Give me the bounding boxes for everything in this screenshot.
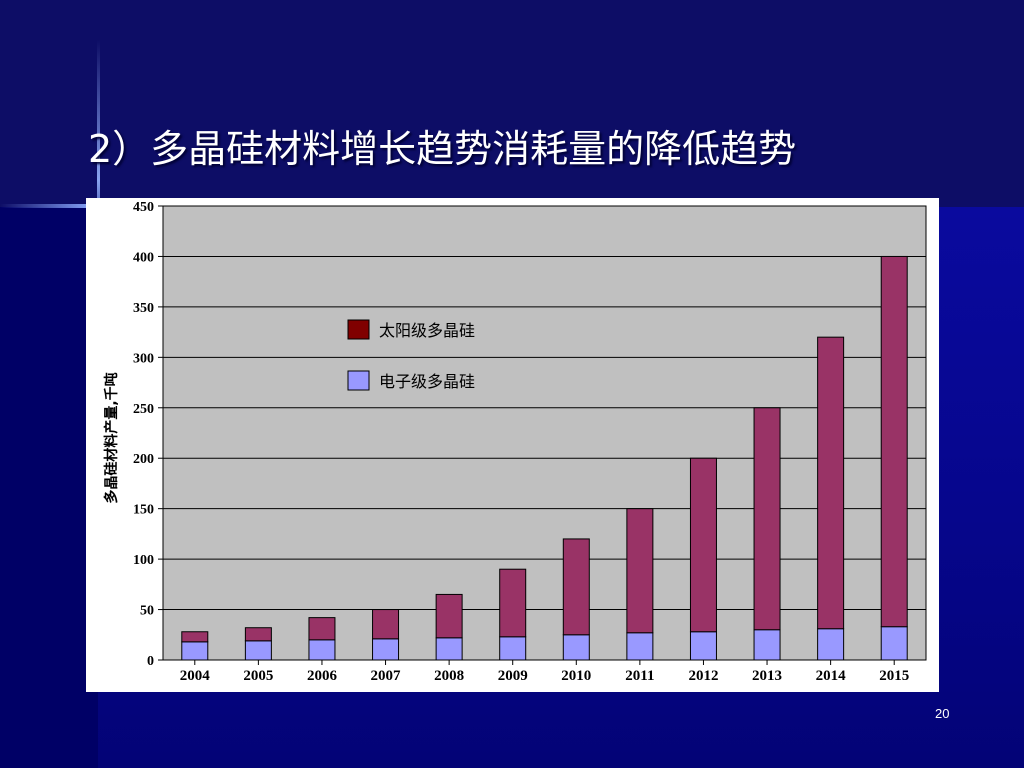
x-tick-label: 2014 [816,668,847,684]
bar-solar-grade [499,568,527,638]
y-tick-label: 250 [133,402,154,417]
bar-electronic-grade [817,628,845,661]
bar-solar-grade [244,627,272,642]
y-tick-label: 200 [133,452,154,467]
bar-solar-grade [817,336,845,630]
y-tick-label: 50 [140,604,154,619]
bar-solar-grade [753,407,781,631]
x-tick-label: 2007 [371,668,402,684]
bar-electronic-grade [308,639,336,661]
y-tick-label: 150 [133,503,154,518]
bar-solar-grade [308,617,336,641]
decorative-vertical-line [97,40,100,240]
decorative-horizontal-line [0,204,130,208]
y-tick-label: 400 [133,250,154,265]
legend-swatch-electronic [347,370,370,391]
bar-electronic-grade [244,640,272,661]
slide-title: 2）多晶硅材料增长趋势消耗量的降低趋势 [88,127,797,171]
bar-solar-grade [435,593,463,639]
legend-label-electronic: 电子级多晶硅 [379,372,475,391]
x-tick-label: 2008 [434,668,464,684]
y-tick-label: 300 [133,351,154,366]
y-tick-label: 350 [133,301,154,316]
bar-electronic-grade [435,637,463,661]
x-tick-label: 2005 [243,668,273,684]
bar-solar-grade [880,255,908,628]
x-tick-label: 2006 [307,668,338,684]
bar-solar-grade [181,631,209,643]
y-tick-label: 100 [133,553,154,568]
page-number: 20 [935,706,950,721]
y-tick-label: 450 [133,200,154,215]
x-tick-label: 2012 [688,668,718,684]
y-axis-label: 多晶硅材料产量,千吨 [103,372,120,503]
left-margin-band [0,207,98,768]
bar-solar-grade [372,609,400,640]
title-band [0,0,1024,207]
y-tick-label: 0 [147,654,154,669]
bar-electronic-grade [499,636,527,661]
x-tick-label: 2009 [498,668,528,684]
x-tick-label: 2004 [180,668,211,684]
bar-electronic-grade [753,629,781,661]
legend-swatch-solar [347,319,370,340]
bar-electronic-grade [689,631,717,661]
bar-electronic-grade [562,634,590,661]
bar-solar-grade [689,457,717,633]
chart-card: 0 50 100 150 200 250 300 350 400 450 2004 2005 2006 2… [86,198,939,692]
bar-electronic-grade [372,638,400,661]
stacked-bar-chart: 0 50 100 150 200 250 300 350 400 450 2004 2005 2006 2… [103,200,927,684]
bar-electronic-grade [181,641,209,661]
bar-electronic-grade [626,632,654,661]
bar-solar-grade [562,538,590,636]
bar-solar-grade [626,508,654,634]
x-tick-label: 2015 [879,668,909,684]
x-tick-label: 2013 [752,668,782,684]
x-tick-label: 2010 [561,668,591,684]
bar-electronic-grade [880,626,908,661]
legend-label-solar: 太阳级多晶硅 [379,321,475,340]
x-tick-label: 2011 [625,668,654,684]
plot-area [162,205,927,661]
